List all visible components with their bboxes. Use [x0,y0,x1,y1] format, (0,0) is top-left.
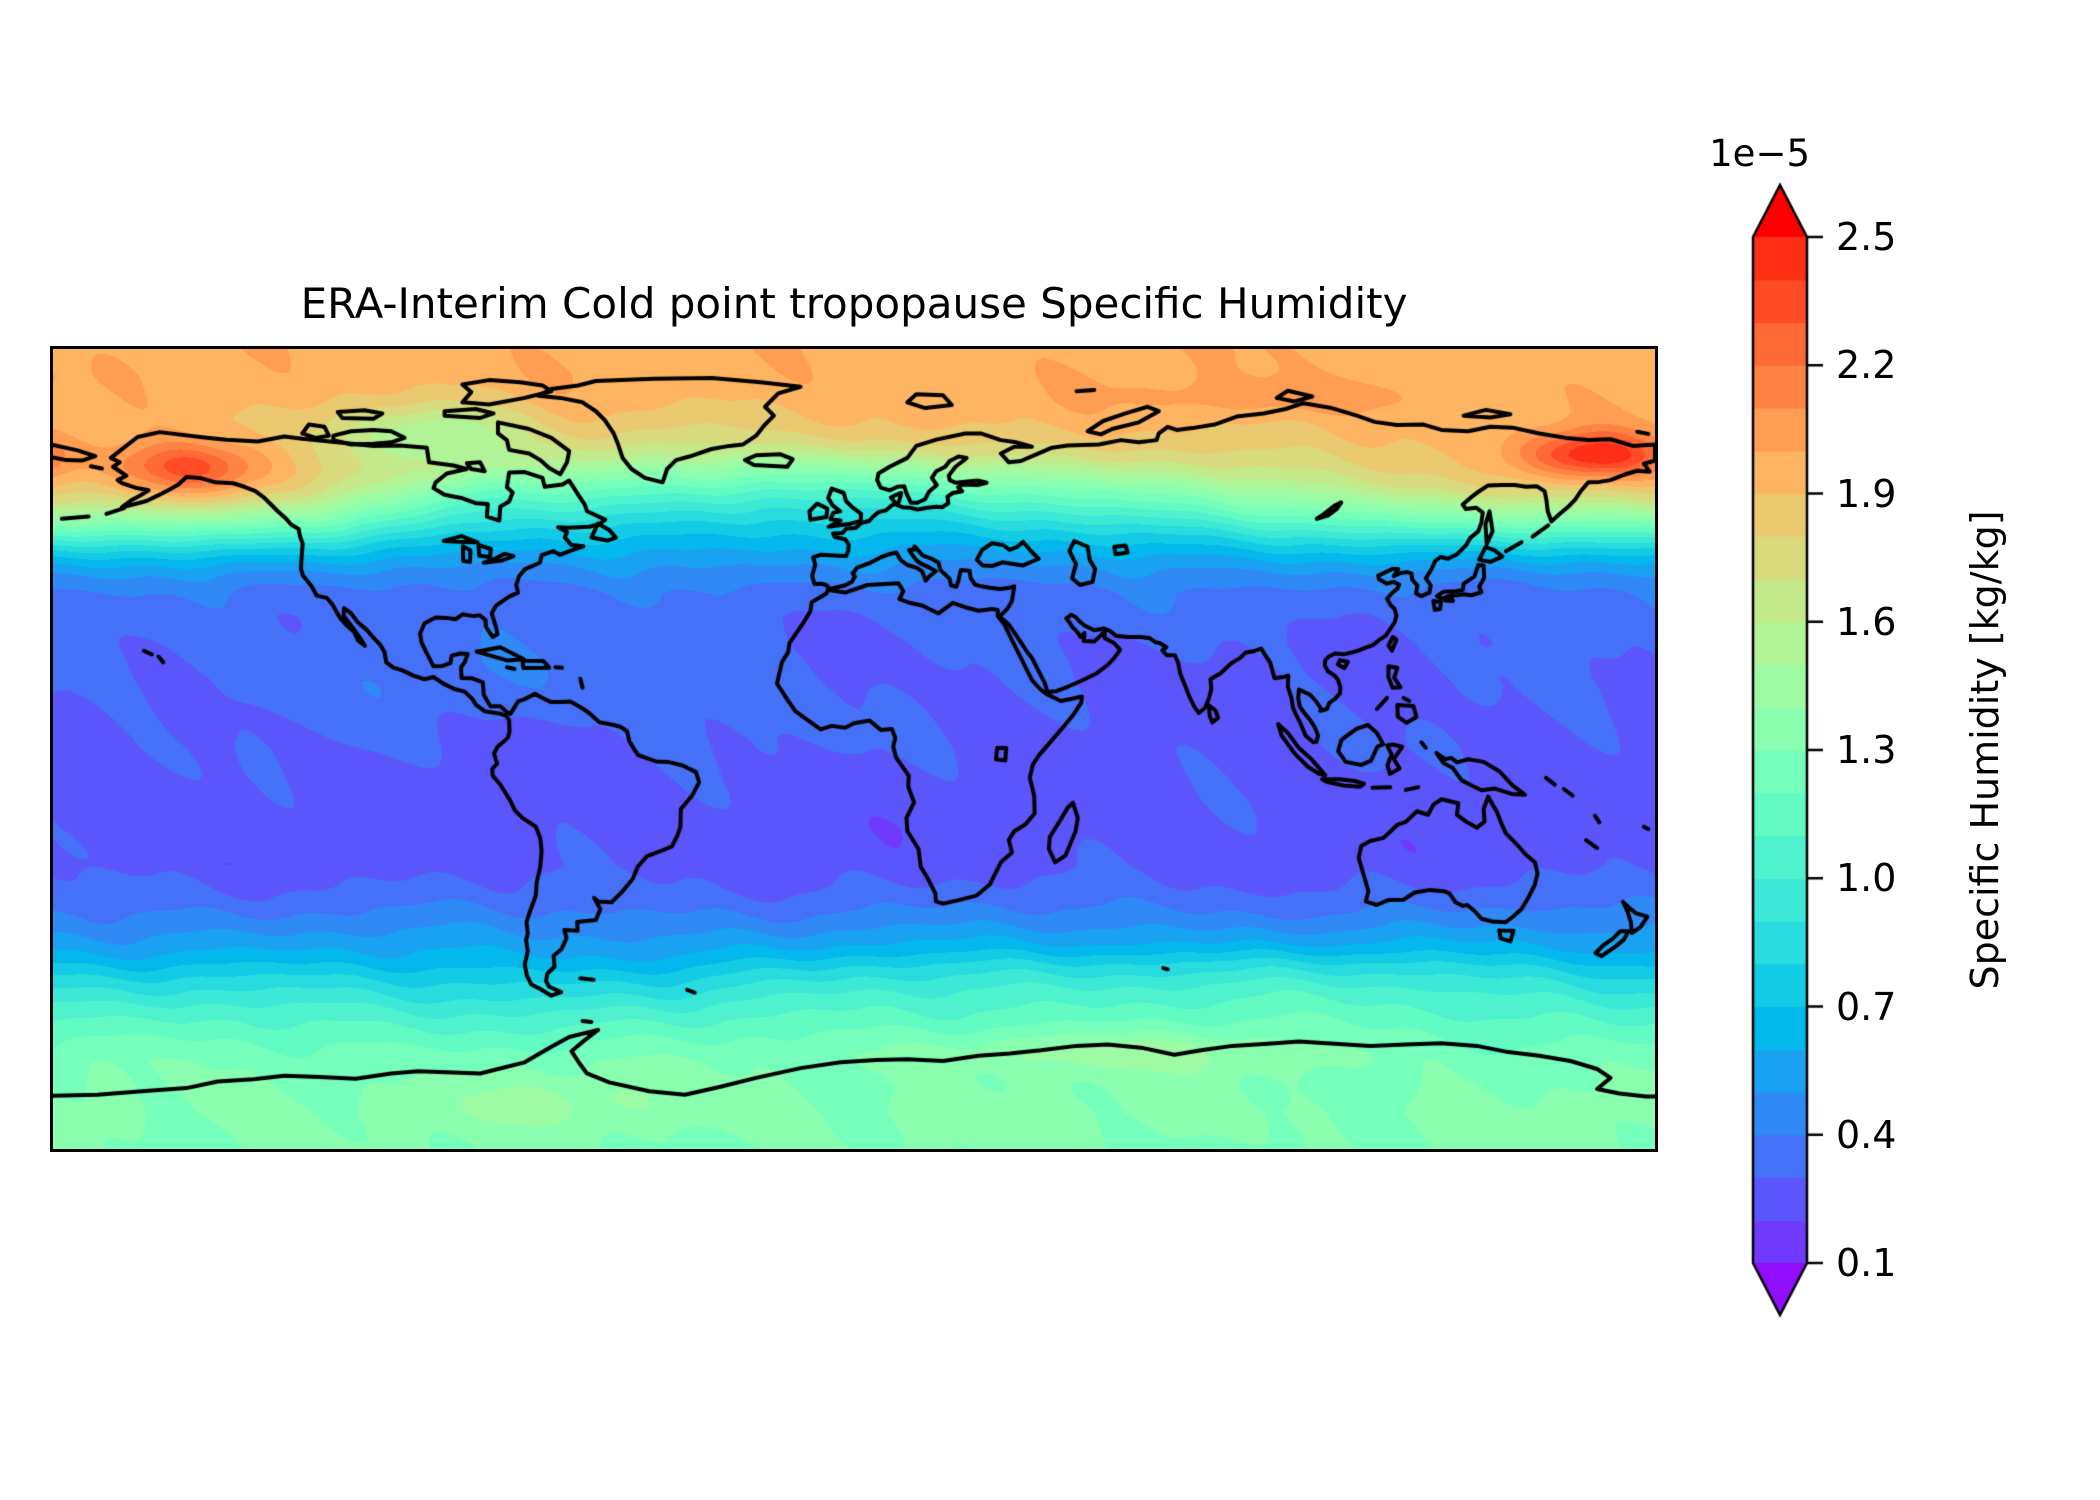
world-humidity-heatmap [50,346,1658,1152]
colorbar-axis-label: Specific Humidity [kg/kg] [1963,510,2007,990]
colorbar-tick-label: 2.2 [1836,343,1897,388]
plot-title: ERA-Interim Cold point tropopause Specif… [300,279,1408,328]
colorbar [1745,178,1835,1328]
colorbar-tick-label: 0.4 [1836,1112,1897,1157]
colorbar-tick-label: 1.6 [1836,599,1897,644]
colorbar-tick-label: 1.9 [1836,471,1897,516]
colorbar-tick-label: 1.0 [1836,856,1897,901]
colorbar-tick-label: 1.3 [1836,728,1897,772]
colorbar-tick-label: 2.5 [1836,215,1897,259]
colorbar-offset-label: 1e−5 [1709,132,1810,175]
colorbar-tick-label: 0.1 [1836,1241,1897,1285]
colorbar-tick-label: 0.7 [1836,984,1897,1029]
